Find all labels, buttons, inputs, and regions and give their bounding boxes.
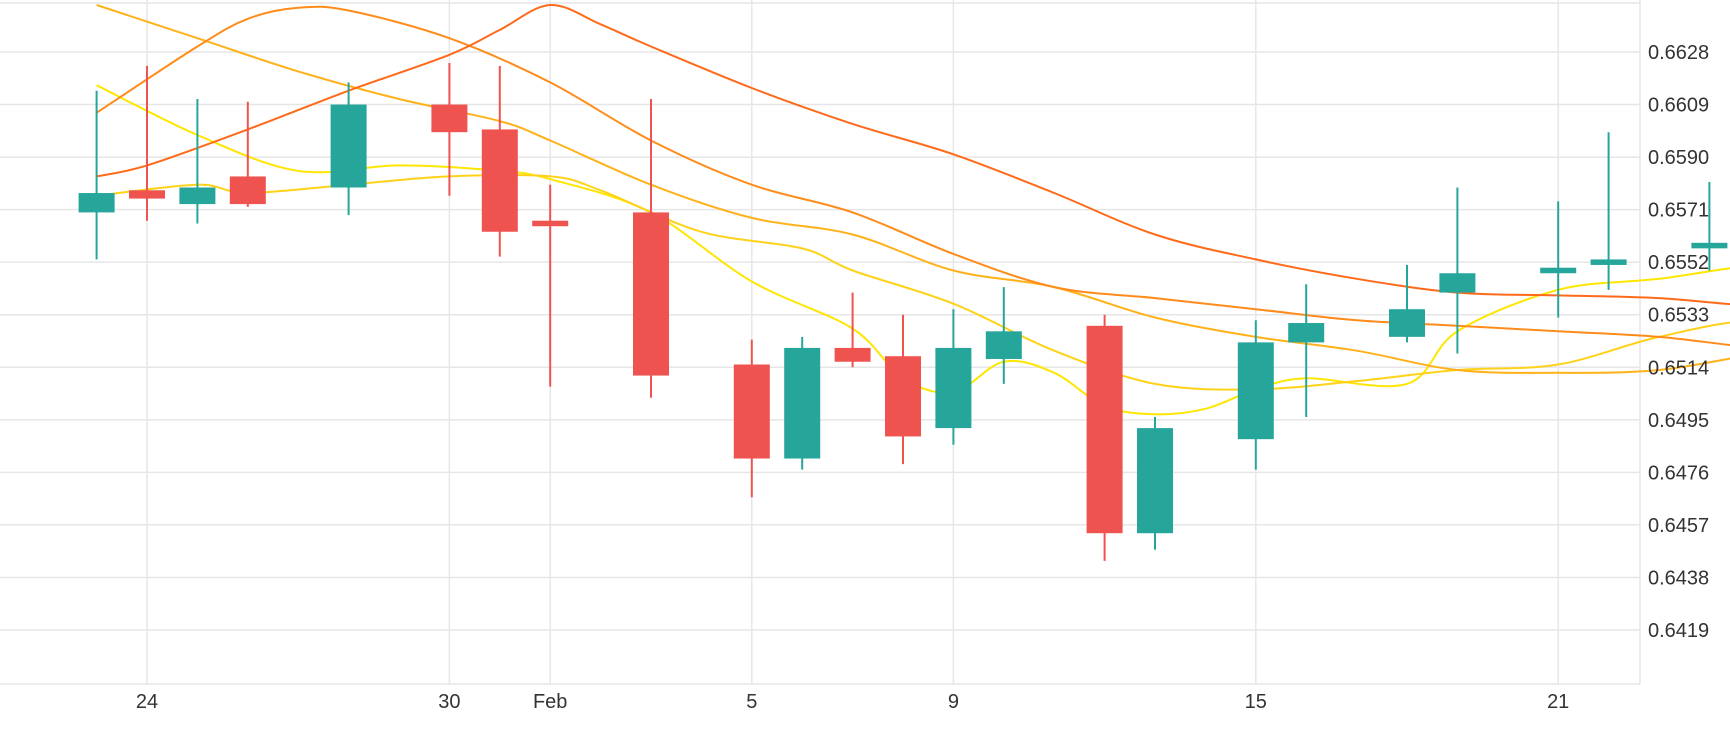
- y-tick-label: 0.6590: [1648, 147, 1709, 169]
- y-axis: 0.6419 0.6438 0.6457 0.6476 0.6495 0.6514 0.65…: [1648, 42, 1709, 642]
- candle: [431, 63, 468, 196]
- candle: [1439, 187, 1476, 354]
- candle: [1540, 201, 1577, 318]
- candle: [1590, 132, 1627, 290]
- y-tick-label: 0.6438: [1648, 567, 1709, 589]
- candle: [179, 99, 216, 224]
- candle-body: [633, 212, 669, 376]
- x-tick-label: 15: [1245, 691, 1267, 713]
- x-tick-label: 9: [948, 691, 959, 713]
- y-tick-label: 0.6552: [1648, 252, 1709, 274]
- moving-average-lines: [96, 3, 1730, 416]
- candle-body: [481, 129, 518, 232]
- candle: [532, 184, 569, 387]
- x-tick-label: 24: [136, 691, 158, 713]
- candle: [733, 339, 770, 498]
- y-tick-label: 0.6533: [1648, 305, 1709, 327]
- candle-body: [1288, 323, 1325, 343]
- candle: [935, 309, 972, 445]
- candle-body: [330, 104, 367, 188]
- moving-average-line-3: [96, 4, 1730, 374]
- candle-body: [834, 347, 871, 362]
- candle: [1691, 181, 1728, 271]
- y-tick-label: 0.6571: [1648, 200, 1709, 222]
- candle: [229, 101, 266, 207]
- candle-body: [1540, 267, 1577, 274]
- candle: [1288, 284, 1325, 418]
- y-tick-label: 0.6609: [1648, 95, 1709, 117]
- x-tick-label: 30: [438, 691, 460, 713]
- candle: [78, 90, 115, 260]
- candle-body: [1439, 273, 1476, 293]
- candle-body: [1389, 309, 1425, 337]
- moving-average-line-4: [96, 5, 1730, 347]
- y-tick-label: 0.6628: [1648, 42, 1709, 64]
- candle-body: [1137, 428, 1173, 534]
- candle: [129, 65, 165, 221]
- candle-body: [1237, 342, 1274, 440]
- candle: [784, 336, 821, 470]
- candle-body: [229, 176, 266, 205]
- x-tick-label: Feb: [533, 691, 567, 713]
- candle-body: [784, 347, 821, 459]
- candle: [1389, 264, 1425, 343]
- y-tick-label: 0.6514: [1648, 357, 1709, 379]
- candle-body: [985, 331, 1022, 359]
- x-tick-label: 5: [746, 691, 757, 713]
- candle-body: [935, 347, 972, 429]
- candle-body: [129, 190, 165, 199]
- candle-body: [1691, 242, 1728, 249]
- grid-lines: [0, 0, 1641, 685]
- candles: [78, 63, 1728, 561]
- candle: [633, 99, 669, 398]
- candle-body: [733, 364, 770, 459]
- candle: [1237, 320, 1274, 470]
- candle-body: [1086, 325, 1123, 534]
- candle: [330, 82, 367, 216]
- candle-body: [431, 104, 468, 133]
- y-tick-label: 0.6419: [1648, 620, 1709, 642]
- x-axis: 2430Feb59152127Mar3: [136, 691, 1569, 713]
- candle: [834, 292, 871, 368]
- y-tick-label: 0.6495: [1648, 410, 1709, 432]
- candle: [1086, 314, 1123, 561]
- candle: [481, 65, 518, 257]
- moving-average-line-2: [96, 174, 1730, 391]
- candle: [1137, 417, 1173, 550]
- moving-average-line-5: [96, 3, 1730, 306]
- candle-body: [78, 193, 115, 213]
- candle: [885, 314, 921, 465]
- candle-body: [885, 356, 921, 437]
- y-tick-label: 0.6457: [1648, 515, 1709, 537]
- x-tick-label: 21: [1547, 691, 1569, 713]
- candle-body: [532, 220, 569, 227]
- candle: [985, 287, 1022, 384]
- candle-body: [179, 187, 216, 205]
- candle-body: [1590, 259, 1627, 265]
- y-tick-label: 0.6476: [1648, 462, 1709, 484]
